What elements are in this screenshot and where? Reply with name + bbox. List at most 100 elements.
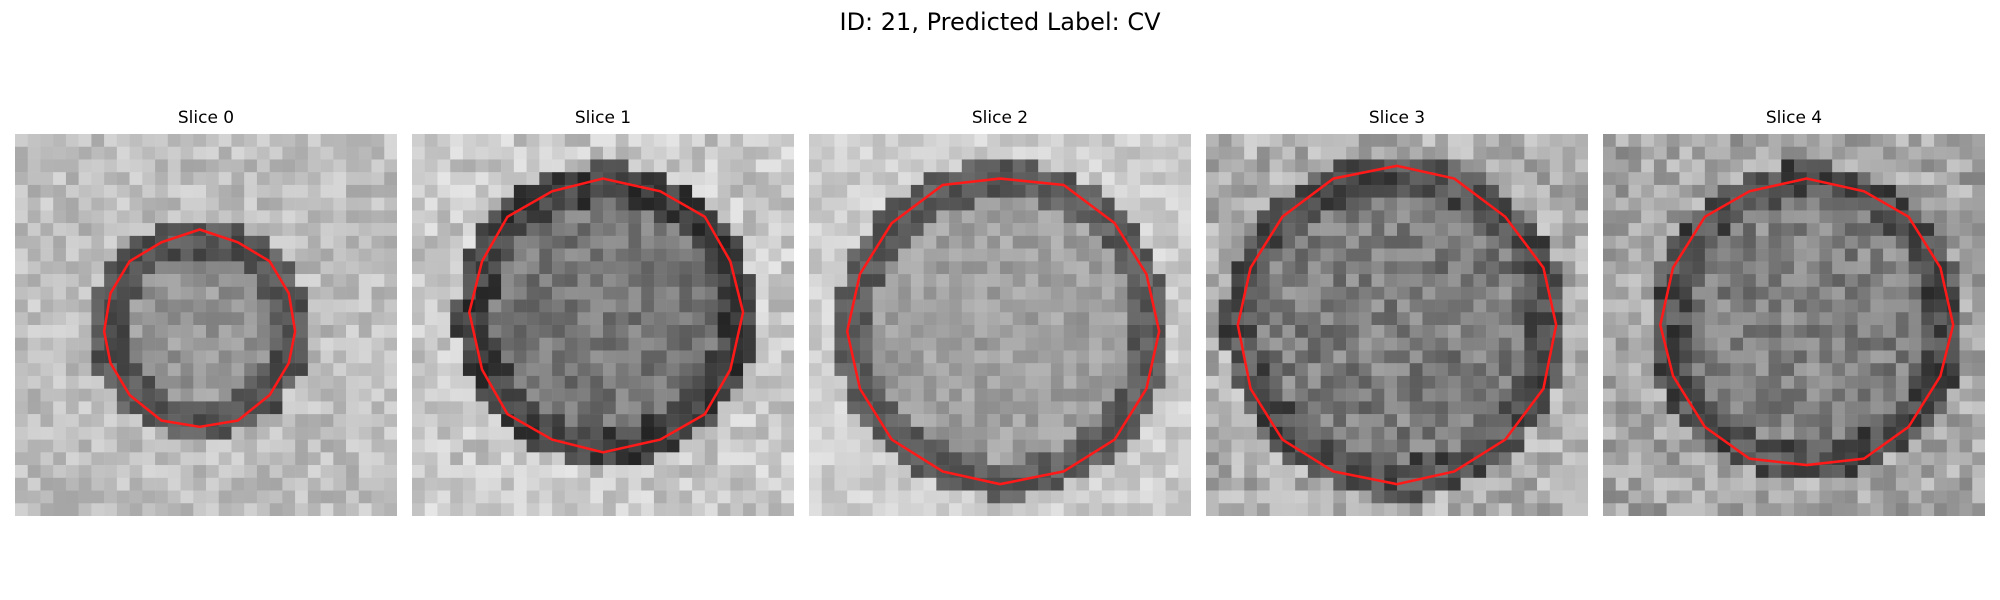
image-pixel [193, 375, 207, 389]
image-pixel [180, 134, 194, 147]
image-pixel [1908, 197, 1922, 211]
image-pixel [910, 350, 924, 364]
image-pixel [1333, 286, 1347, 300]
image-pixel [1641, 223, 1655, 237]
image-pixel [1000, 503, 1013, 516]
image-pixel [1269, 337, 1283, 351]
image-pixel [1895, 299, 1909, 313]
image-pixel [755, 210, 769, 224]
image-pixel [1679, 414, 1693, 428]
image-pixel [256, 325, 270, 338]
image-pixel [1615, 439, 1629, 453]
image-pixel [1114, 261, 1128, 275]
image-pixel [590, 197, 604, 211]
image-pixel [295, 452, 309, 466]
image-pixel [1269, 299, 1283, 313]
image-pixel [526, 325, 540, 338]
image-pixel [539, 159, 553, 173]
image-pixel [1295, 210, 1309, 224]
image-pixel [1063, 503, 1077, 516]
image-pixel [450, 235, 464, 249]
image-pixel [1101, 261, 1115, 275]
image-pixel [1012, 490, 1026, 504]
image-pixel [1127, 274, 1141, 288]
image-pixel [704, 312, 718, 326]
image-pixel [1575, 223, 1588, 237]
image-pixel [847, 134, 861, 147]
image-pixel [1486, 350, 1500, 364]
image-pixel [577, 325, 591, 338]
image-pixel [1575, 261, 1588, 275]
image-pixel [859, 477, 873, 491]
image-pixel [1883, 159, 1897, 173]
image-pixel [501, 490, 515, 504]
image-pixel [603, 312, 616, 326]
image-pixel [1422, 235, 1436, 249]
image-pixel [781, 248, 794, 262]
image-pixel [501, 184, 515, 198]
image-pixel [53, 337, 67, 351]
image-pixel [1206, 477, 1219, 491]
image-pixel [1320, 184, 1334, 198]
image-pixel [653, 375, 667, 389]
image-pixel [1000, 134, 1013, 147]
image-pixel [1346, 401, 1360, 415]
image-pixel [1165, 274, 1179, 288]
image-pixel [692, 503, 706, 516]
image-pixel [1397, 452, 1410, 466]
image-pixel [564, 146, 578, 160]
image-pixel [78, 350, 92, 364]
image-pixel [859, 325, 873, 338]
image-pixel [1178, 197, 1191, 211]
image-pixel [898, 223, 912, 237]
image-pixel [1346, 414, 1360, 428]
image-pixel [923, 172, 937, 186]
image-pixel [743, 375, 757, 389]
image-pixel [1178, 223, 1191, 237]
image-pixel [346, 503, 360, 516]
image-pixel [847, 388, 861, 402]
image-pixel [1972, 490, 1985, 504]
image-pixel [1473, 274, 1487, 288]
image-pixel [1832, 261, 1846, 275]
image-pixel [424, 490, 438, 504]
image-pixel [1908, 350, 1922, 364]
image-pixel [513, 235, 527, 249]
image-pixel [1666, 337, 1680, 351]
image-pixel [755, 299, 769, 313]
image-pixel [15, 350, 28, 364]
image-pixel [1730, 503, 1744, 516]
image-pixel [1282, 426, 1296, 440]
image-pixel [1704, 312, 1718, 326]
image-pixel [717, 477, 731, 491]
image-pixel [1152, 350, 1166, 364]
image-pixel [1333, 439, 1347, 453]
image-pixel [1422, 375, 1436, 389]
image-pixel [412, 261, 425, 275]
segmentation-contour [1236, 164, 1558, 486]
image-pixel [923, 197, 937, 211]
image-pixel [961, 261, 975, 275]
image-pixel [692, 312, 706, 326]
image-pixel [15, 261, 28, 275]
image-pixel [1460, 184, 1474, 198]
image-pixel [603, 286, 616, 300]
image-pixel [1178, 452, 1191, 466]
image-pixel [1653, 159, 1667, 173]
image-pixel [450, 274, 464, 288]
image-pixel [809, 439, 822, 453]
image-pixel [1038, 388, 1052, 402]
image-pixel [206, 286, 219, 300]
image-pixel [885, 210, 899, 224]
image-pixel [1549, 452, 1563, 466]
image-pixel [1473, 465, 1487, 479]
image-pixel [1641, 134, 1655, 147]
image-pixel [1384, 299, 1398, 313]
image-pixel [1025, 401, 1039, 415]
image-pixel [1537, 401, 1551, 415]
image-pixel [371, 299, 385, 313]
image-pixel [488, 414, 502, 428]
image-pixel [1524, 503, 1538, 516]
image-pixel [40, 172, 54, 186]
image-pixel [809, 477, 822, 491]
